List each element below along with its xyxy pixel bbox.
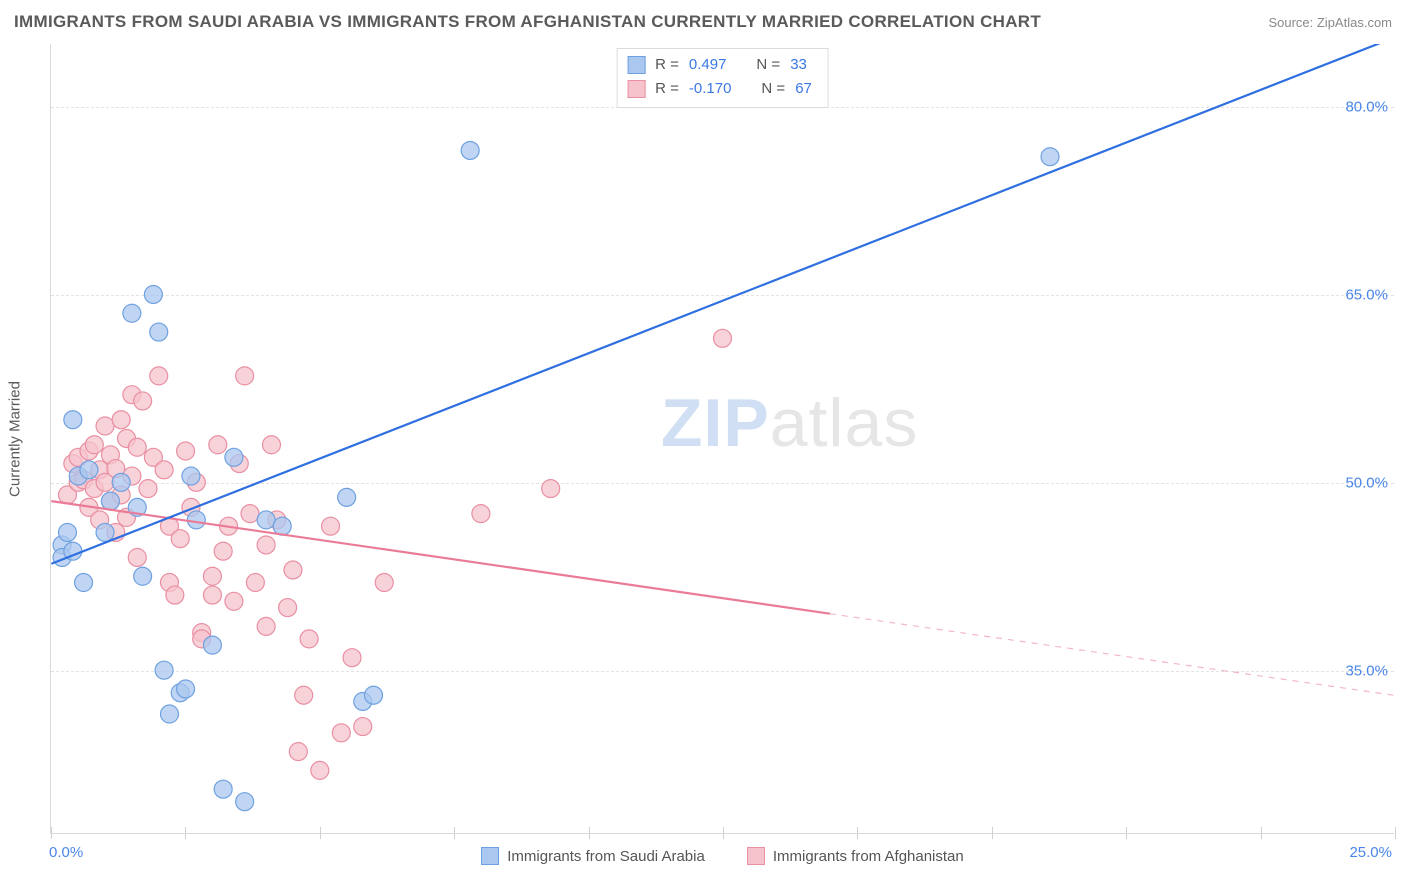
y-tick-label: 80.0% [1345, 98, 1388, 115]
legend-item-afghan: Immigrants from Afghanistan [747, 847, 964, 865]
swatch-pink [627, 80, 645, 98]
legend-stats-row-blue: R = 0.497 N = 33 [627, 53, 814, 77]
chart-title: IMMIGRANTS FROM SAUDI ARABIA VS IMMIGRAN… [14, 12, 1041, 32]
gridline [51, 671, 1394, 672]
swatch-blue [627, 56, 645, 74]
x-tick [454, 827, 455, 839]
legend-series: Immigrants from Saudi Arabia Immigrants … [51, 847, 1394, 865]
legend-stats: R = 0.497 N = 33 R = -0.170 N = 67 [616, 48, 829, 108]
y-axis-label: Currently Married [7, 381, 24, 497]
x-tick [1261, 827, 1262, 839]
chart-svg [51, 44, 1394, 833]
x-tick [723, 827, 724, 839]
gridline [51, 295, 1394, 296]
gridline [51, 483, 1394, 484]
swatch-pink [747, 847, 765, 865]
plot-area: Currently Married 35.0%50.0%65.0%80.0% 0… [50, 44, 1394, 834]
x-tick [1126, 827, 1127, 839]
legend-stats-row-pink: R = -0.170 N = 67 [627, 77, 814, 101]
y-tick-label: 65.0% [1345, 286, 1388, 303]
swatch-blue [481, 847, 499, 865]
y-tick-label: 50.0% [1345, 474, 1388, 491]
x-tick [1395, 827, 1396, 839]
x-tick [185, 827, 186, 839]
x-tick [589, 827, 590, 839]
legend-label: Immigrants from Afghanistan [773, 848, 964, 865]
legend-label: Immigrants from Saudi Arabia [507, 848, 705, 865]
watermark: ZIPatlas [661, 384, 918, 462]
x-tick [857, 827, 858, 839]
legend-item-saudi: Immigrants from Saudi Arabia [481, 847, 705, 865]
x-tick [992, 827, 993, 839]
y-tick-label: 35.0% [1345, 662, 1388, 679]
source-label: Source: ZipAtlas.com [1268, 15, 1392, 30]
x-tick [51, 827, 52, 839]
x-tick [320, 827, 321, 839]
